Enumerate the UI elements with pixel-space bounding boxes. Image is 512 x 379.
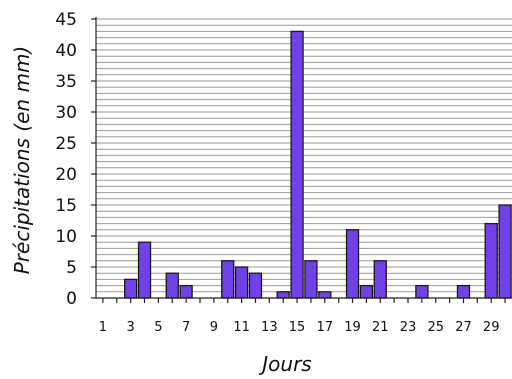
x-tick-label: 13 xyxy=(261,320,278,335)
bar-day-6 xyxy=(165,272,179,299)
bar-day-10 xyxy=(221,260,235,299)
x-tick-label: 29 xyxy=(483,320,500,335)
bar-day-14 xyxy=(276,291,290,299)
axes xyxy=(91,17,512,303)
x-tick-label: 15 xyxy=(289,320,306,335)
y-tick-labels: 0 5 10 15 20 25 30 35 40 45 xyxy=(55,10,77,309)
x-axis-label: Jours xyxy=(258,352,311,376)
bar-day-27 xyxy=(456,284,471,299)
y-tick-label: 40 xyxy=(55,41,77,61)
x-tick-label: 1 xyxy=(99,320,107,335)
bar-day-15 xyxy=(290,30,304,299)
y-tick-label: 10 xyxy=(55,227,77,247)
gridlines xyxy=(96,18,512,293)
bar-day-16 xyxy=(304,260,318,299)
bar-day-24 xyxy=(415,284,429,299)
x-tick-label: 9 xyxy=(210,320,218,335)
x-tick-label: 7 xyxy=(182,320,190,335)
bar-day-12 xyxy=(248,272,263,299)
y-tick-label: 30 xyxy=(55,103,77,123)
y-tick-label: 25 xyxy=(55,134,77,154)
bars xyxy=(124,30,512,299)
bar-day-20 xyxy=(359,284,374,299)
y-tick-label: 35 xyxy=(55,72,77,92)
x-tick-labels: 1 3 5 7 9 11 13 15 17 19 21 23 25 27 29 xyxy=(99,320,500,335)
x-tick-label: 25 xyxy=(427,320,444,335)
bar-day-11 xyxy=(234,266,249,299)
y-tick-label: 20 xyxy=(55,165,77,185)
bar-day-21 xyxy=(373,260,387,299)
x-tick-label: 21 xyxy=(372,320,389,335)
y-tick-label: 5 xyxy=(66,258,77,278)
x-tick-label: 11 xyxy=(233,320,250,335)
bar-day-7 xyxy=(179,284,193,299)
x-tick-label: 17 xyxy=(317,320,334,335)
x-tick-label: 23 xyxy=(400,320,417,335)
y-tick-label: 15 xyxy=(55,196,77,216)
y-tick-label: 0 xyxy=(66,289,77,309)
bar-day-30 xyxy=(498,204,512,299)
x-tick-label: 19 xyxy=(344,320,361,335)
y-axis-label: Précipitations (en mm) xyxy=(10,46,34,275)
x-tick-label: 5 xyxy=(154,320,162,335)
y-tick-label: 45 xyxy=(55,10,77,30)
bar-day-4 xyxy=(137,241,152,299)
bar-day-3 xyxy=(124,278,138,299)
bar-day-19 xyxy=(345,229,360,299)
x-tick-label: 3 xyxy=(127,320,135,335)
x-tick-label: 27 xyxy=(455,320,472,335)
bar-day-17 xyxy=(318,291,332,299)
bar-day-29 xyxy=(484,222,498,299)
